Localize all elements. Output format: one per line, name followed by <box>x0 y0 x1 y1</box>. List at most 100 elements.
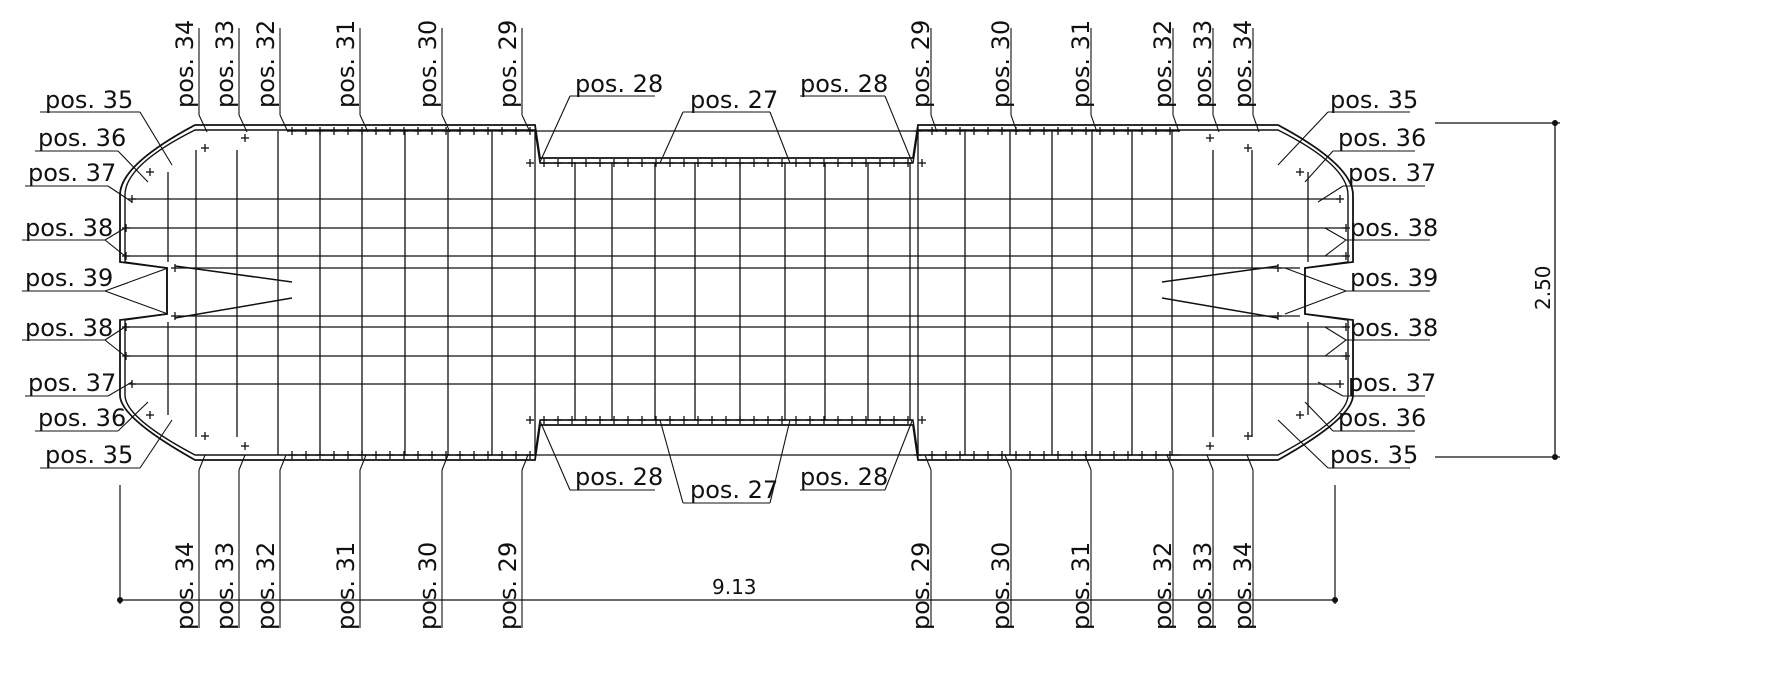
leader-line <box>1010 114 1018 133</box>
leader-line <box>1166 454 1174 471</box>
bottom-label-pos31: pos. 31 <box>332 542 360 630</box>
top-label-pos33: pos. 33 <box>1189 20 1217 108</box>
left-label-pos39: pos. 39 <box>25 264 113 292</box>
leader-line <box>104 326 126 341</box>
bottom-label-pos28-left: pos. 28 <box>575 463 663 491</box>
leader-line <box>107 185 133 203</box>
left-label-pos36: pos. 36 <box>38 404 126 432</box>
left-label-pos37: pos. 37 <box>28 369 116 397</box>
hairpin-bar <box>174 265 293 283</box>
leader-line <box>521 454 529 471</box>
leader-line <box>441 454 449 471</box>
leader-line <box>521 114 531 133</box>
leader-line <box>1284 290 1347 315</box>
height-dimension-value: 2.50 <box>1531 265 1555 310</box>
right-label-pos35: pos. 35 <box>1330 86 1418 114</box>
leader-line <box>1206 454 1214 471</box>
hairpin-bar <box>1161 265 1279 283</box>
leader-line <box>104 227 126 241</box>
right-label-pos35: pos. 35 <box>1330 441 1418 469</box>
right-label-pos39: pos. 39 <box>1350 264 1438 292</box>
left-label-pos38: pos. 38 <box>25 214 113 242</box>
top-label-pos32: pos. 32 <box>1149 20 1177 108</box>
top-label-pos30: pos. 30 <box>987 20 1015 108</box>
bottom-label-pos33: pos. 33 <box>211 542 239 630</box>
leader-line <box>104 239 126 257</box>
right-label-pos38: pos. 38 <box>1350 214 1438 242</box>
leader-line <box>1304 150 1334 183</box>
leader-line <box>1324 227 1347 241</box>
bottom-label-pos30: pos. 30 <box>987 542 1015 630</box>
leader-line <box>1277 419 1329 469</box>
left-label-pos35: pos. 35 <box>45 441 133 469</box>
leader-line <box>238 114 248 133</box>
right-label-pos37: pos. 37 <box>1348 159 1436 187</box>
leader-line <box>1212 114 1220 133</box>
right-label-pos36: pos. 36 <box>1338 404 1426 432</box>
hairpin-bar <box>1161 297 1279 319</box>
bottom-label-pos34: pos. 34 <box>1229 542 1257 630</box>
leader-line <box>1246 454 1254 471</box>
leader-line <box>659 111 684 164</box>
leader-line <box>1317 381 1344 397</box>
top-label-pos27: pos. 27 <box>690 86 778 114</box>
leader-line <box>1090 114 1098 133</box>
bottom-label-pos34: pos. 34 <box>171 542 199 630</box>
leader-line <box>117 401 149 432</box>
label-leaders <box>22 28 1430 628</box>
leader-line <box>1324 239 1347 257</box>
bottom-label-pos33: pos. 33 <box>1189 542 1217 630</box>
leader-line <box>359 454 367 471</box>
leader-line <box>1277 111 1329 166</box>
leader-line <box>1252 114 1260 133</box>
top-label-pos33: pos. 33 <box>211 20 239 108</box>
outline-inner <box>124 129 1349 456</box>
left-label-pos36: pos. 36 <box>38 124 126 152</box>
top-label-pos31: pos. 31 <box>1067 20 1095 108</box>
bottom-label-pos31: pos. 31 <box>1067 542 1095 630</box>
top-label-pos31: pos. 31 <box>332 20 360 108</box>
leader-line <box>104 290 169 315</box>
right-label-pos37: pos. 37 <box>1348 369 1436 397</box>
leader-line <box>884 95 913 163</box>
leader-line <box>117 150 149 183</box>
top-label-pos34: pos. 34 <box>171 20 199 108</box>
leader-line <box>198 114 208 133</box>
leader-line <box>1304 401 1334 432</box>
left-label-pos38: pos. 38 <box>25 314 113 342</box>
section-outline <box>119 124 1354 461</box>
width-dimension-value: 9.13 <box>712 575 757 599</box>
leader-line <box>104 267 169 292</box>
top-label-pos34: pos. 34 <box>1229 20 1257 108</box>
leader-line <box>198 454 206 471</box>
right-label-pos38: pos. 38 <box>1350 314 1438 342</box>
bottom-label-pos28-right: pos. 28 <box>800 463 888 491</box>
top-label-pos29: pos. 29 <box>494 20 522 108</box>
top-label-pos29: pos. 29 <box>907 20 935 108</box>
bottom-label-pos29: pos. 29 <box>907 542 935 630</box>
leader-line <box>107 381 133 397</box>
leader-line <box>139 419 173 469</box>
leader-line <box>441 114 451 133</box>
leader-line <box>924 454 932 471</box>
bottom-label-pos29: pos. 29 <box>494 542 522 630</box>
outline-outer <box>119 124 1354 461</box>
leader-line <box>1324 326 1347 341</box>
leader-line <box>769 419 791 504</box>
dimension-marker <box>1332 597 1338 603</box>
leader-line <box>539 95 571 163</box>
leader-line <box>930 114 938 133</box>
left-label-pos35: pos. 35 <box>45 86 133 114</box>
left-label-pos37: pos. 37 <box>28 159 116 187</box>
dimension-marker <box>117 597 123 603</box>
bottom-label-pos32: pos. 32 <box>1149 542 1177 630</box>
leader-line <box>1324 339 1347 357</box>
right-label-pos36: pos. 36 <box>1338 124 1426 152</box>
leader-line <box>104 339 126 357</box>
position-labels: pos. 34 pos. 33 pos. 32 pos. 31 pos. 30 pos. … <box>25 20 1438 630</box>
leader-line <box>539 420 571 491</box>
leader-line <box>1172 114 1180 133</box>
dimension-lines: 9.13 2.50 <box>117 120 1560 604</box>
leader-line <box>279 454 287 471</box>
